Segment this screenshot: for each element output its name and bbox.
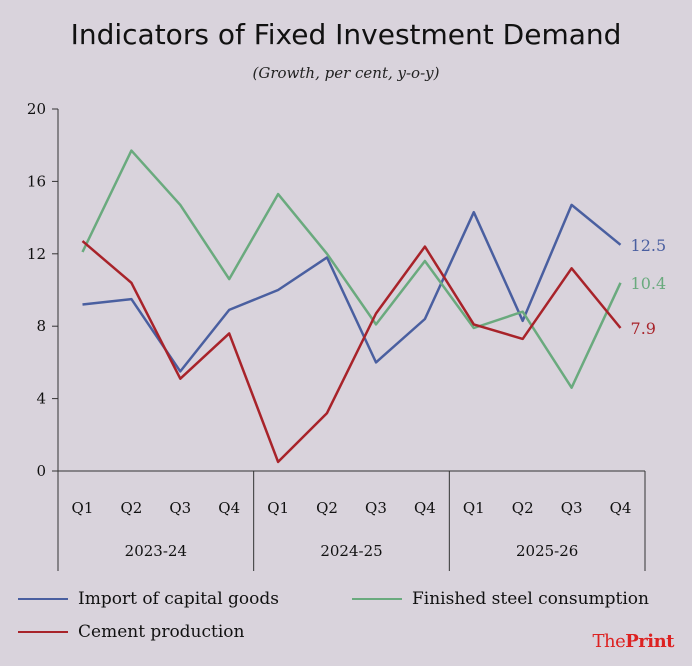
x-tick-label: Q4 xyxy=(218,499,240,517)
x-tick-label: Q3 xyxy=(561,499,583,517)
legend-swatch-import xyxy=(18,598,68,600)
x-tick-label: Q3 xyxy=(169,499,191,517)
x-tick-label: Q2 xyxy=(120,499,142,517)
legend-label-cement: Cement production xyxy=(78,622,245,642)
chart-subtitle: (Growth, per cent, y-o-y) xyxy=(252,64,440,82)
y-tick-label: 0 xyxy=(36,462,46,480)
x-tick-label: Q2 xyxy=(316,499,338,517)
x-tick-label: Q2 xyxy=(512,499,534,517)
y-tick-label: 12 xyxy=(27,245,46,263)
legend-label-import: Import of capital goods xyxy=(78,589,279,609)
legend-swatch-cement xyxy=(18,631,68,633)
legend-swatch-steel xyxy=(352,598,402,600)
x-tick-label: Q4 xyxy=(414,499,436,517)
legend-label-steel: Finished steel consumption xyxy=(412,589,649,609)
y-tick-label: 8 xyxy=(36,317,46,335)
series-line xyxy=(81,149,622,389)
y-tick-label: 4 xyxy=(36,390,46,408)
brand-logo: ThePrint xyxy=(592,631,674,652)
series-line xyxy=(82,203,622,373)
x-group-label: 2023-24 xyxy=(125,542,187,560)
series-end-label: 10.4 xyxy=(631,274,667,293)
series-end-label: 7.9 xyxy=(631,319,656,338)
x-tick-label: Q3 xyxy=(365,499,387,517)
chart-title: Indicators of Fixed Investment Demand xyxy=(70,18,622,51)
x-tick-label: Q4 xyxy=(610,499,632,517)
x-tick-label: Q1 xyxy=(72,499,94,517)
brand-bold: Print xyxy=(625,631,674,652)
x-tick-label: Q1 xyxy=(463,499,485,517)
series-line xyxy=(81,240,622,464)
legend-item-steel: Finished steel consumption xyxy=(352,589,649,609)
x-tick-label: Q1 xyxy=(267,499,289,517)
legend-item-cement: Cement production xyxy=(18,622,244,642)
y-tick-label: 20 xyxy=(27,100,46,118)
series-end-label: 12.5 xyxy=(631,236,667,255)
brand-pre: The xyxy=(592,631,626,652)
legend-item-import: Import of capital goods xyxy=(18,589,279,609)
x-group-label: 2024-25 xyxy=(320,542,382,560)
x-group-label: 2025-26 xyxy=(516,542,578,560)
y-tick-label: 16 xyxy=(27,172,46,190)
